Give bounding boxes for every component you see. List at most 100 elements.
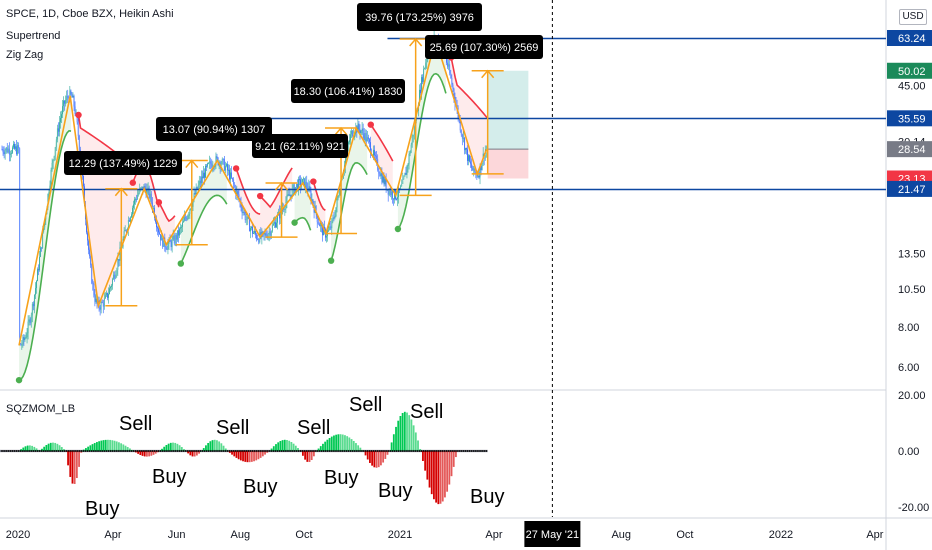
squeeze-dot <box>234 450 237 452</box>
price-tick-6[interactable]: 45.00 <box>898 81 926 93</box>
candle-387 <box>405 166 407 175</box>
label-box <box>357 3 482 31</box>
candle-body <box>211 164 213 168</box>
price-tick-1[interactable]: 8.00 <box>898 322 919 334</box>
candle-body <box>339 190 341 195</box>
candle-body <box>425 62 427 68</box>
price-axis[interactable]: 6.008.0010.5013.5029.4530.1445.0063.2450… <box>887 30 932 514</box>
squeeze-dot <box>38 450 41 452</box>
squeeze-dot <box>209 450 212 452</box>
candle-body <box>262 231 264 233</box>
position-tool[interactable] <box>487 70 529 179</box>
candle-214 <box>224 161 226 174</box>
sqz-axis-tick-0[interactable]: 20.00 <box>898 390 926 402</box>
time-axis[interactable]: 2020 Apr Jun Aug Oct 2021 Apr 27 May '21 Aug Oct 2… <box>6 521 884 547</box>
supertrend-line-10 <box>370 124 394 162</box>
squeeze-dot <box>347 450 350 452</box>
candle-body <box>99 307 101 310</box>
time-tick-9[interactable]: Oct <box>676 529 693 541</box>
zigzag-measure-2 <box>265 181 298 238</box>
candle-body <box>118 259 120 261</box>
supertrend-dot-3 <box>155 199 163 206</box>
candle-174 <box>183 216 184 223</box>
candle-body <box>189 209 191 214</box>
squeeze-dot <box>251 450 254 452</box>
zigzag-legend[interactable]: Zig Zag <box>6 49 44 61</box>
time-tick-1[interactable]: Apr <box>104 529 121 541</box>
time-tick-3[interactable]: Aug <box>231 529 251 541</box>
price-label-1[interactable]: 50.02 <box>887 62 932 79</box>
candle-90 <box>95 293 97 304</box>
supertrend-fill-1 <box>78 115 133 306</box>
measure-arrowhead <box>334 126 348 136</box>
candle-body <box>361 128 363 131</box>
price-label-2[interactable]: 35.59 <box>887 110 932 127</box>
candle-body <box>23 337 25 340</box>
candle-body <box>479 165 481 178</box>
squeeze-dot <box>228 450 231 452</box>
candle-body <box>157 227 158 229</box>
candle-407 <box>426 57 428 70</box>
squeeze-dot <box>195 450 198 452</box>
candle-body <box>43 227 45 232</box>
candle-body <box>115 274 117 279</box>
time-tick-8[interactable]: Aug <box>611 529 631 541</box>
candle-body <box>101 302 103 304</box>
candle-2 <box>3 146 5 159</box>
squeeze-dot <box>122 450 124 452</box>
price-label-0[interactable]: 63.24 <box>887 30 932 46</box>
squeeze-dot <box>441 450 444 452</box>
sqz-bar <box>417 440 419 451</box>
supertrend-fill-3 <box>158 202 175 245</box>
candle-body <box>104 295 106 299</box>
sqz-axis-tick-2[interactable]: -20.00 <box>898 502 929 514</box>
candle-body <box>102 302 104 307</box>
squeeze-dot <box>176 450 179 452</box>
time-tick-2[interactable]: Jun <box>168 529 186 541</box>
candle-body <box>89 249 91 256</box>
currency-button[interactable]: USD <box>899 9 927 25</box>
sqz-bar <box>126 447 129 451</box>
time-tick-4[interactable]: Oct <box>295 529 312 541</box>
position-profit-zone[interactable] <box>487 70 529 150</box>
time-tick-0[interactable]: 2020 <box>6 529 30 541</box>
candle-body <box>166 248 168 250</box>
time-tick-6[interactable]: Apr <box>485 529 502 541</box>
sqz-bar <box>308 451 311 462</box>
candle-101 <box>107 292 108 301</box>
time-crosshair-label[interactable]: 27 May '21 <box>524 521 581 547</box>
candle-body <box>467 149 468 161</box>
candle-196 <box>206 163 207 172</box>
candle-259 <box>271 221 273 233</box>
candle-body <box>397 197 398 200</box>
candle-428 <box>448 57 450 71</box>
squeeze-dot <box>378 450 381 452</box>
time-tick-10[interactable]: 2022 <box>769 529 793 541</box>
time-tick-5[interactable]: 2021 <box>388 529 412 541</box>
price-tick-3[interactable]: 13.50 <box>898 249 926 261</box>
sqz-bar <box>306 451 309 462</box>
price-tick-0[interactable]: 6.00 <box>898 362 919 374</box>
time-tick-11[interactable]: Apr <box>866 529 883 541</box>
supertrend-legend[interactable]: Supertrend <box>6 30 61 42</box>
sqzmom-legend[interactable]: SQZMOM_LB <box>6 403 76 415</box>
candle-126 <box>133 200 134 215</box>
supertrend-line-11 <box>397 72 447 230</box>
sqz-bar <box>120 443 123 451</box>
price-label-box <box>887 30 932 46</box>
price-label-5[interactable]: 21.47 <box>887 180 932 197</box>
candle-body <box>246 216 248 220</box>
candle-body <box>369 139 370 143</box>
sqz-axis-tick-1[interactable]: 0.00 <box>898 446 919 458</box>
candle-body <box>5 147 7 151</box>
sqz-bar <box>205 445 207 451</box>
price-tick-2[interactable]: 10.50 <box>898 284 926 296</box>
price-label-3[interactable]: 28.54 <box>887 141 932 158</box>
sqz-bar <box>49 442 52 451</box>
candle-342 <box>358 121 360 134</box>
candle-body <box>277 215 278 223</box>
candle-body <box>35 288 36 295</box>
symbol-legend[interactable]: SPCE, 1D, Cboe BZX, Heikin Ashi <box>6 8 174 20</box>
sqz-bar <box>294 445 297 451</box>
